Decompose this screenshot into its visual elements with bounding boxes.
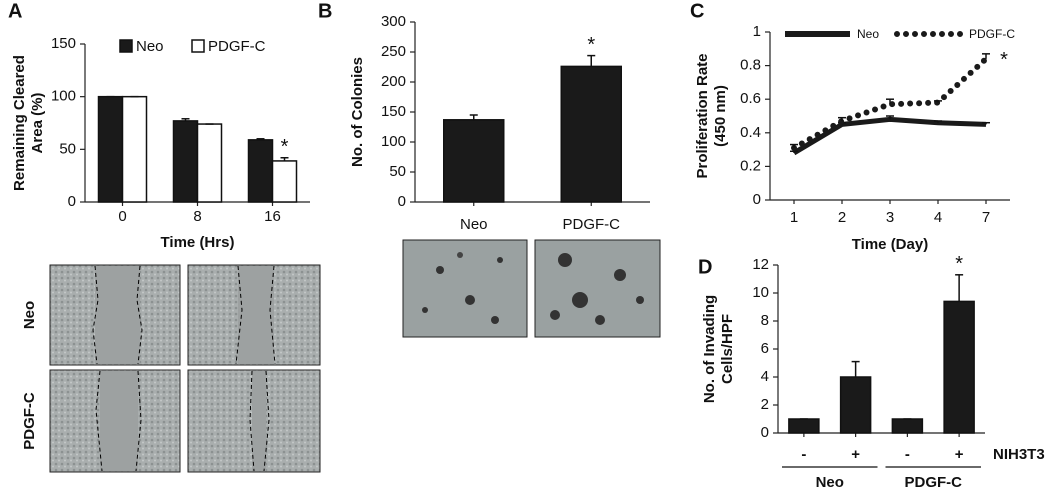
y-axis-label: (450 nm) — [712, 85, 729, 147]
bar — [97, 95, 124, 203]
x-tick-label: 1 — [790, 209, 798, 226]
y-tick-label: 0 — [398, 193, 406, 210]
y-tick-label: 0 — [753, 191, 761, 208]
bar — [788, 418, 820, 434]
bar — [172, 120, 199, 203]
legend-label: PDGF-C — [969, 27, 1015, 41]
y-tick-label: 4 — [761, 368, 769, 385]
legend-swatch — [119, 39, 133, 53]
y-tick-label: 50 — [389, 163, 406, 180]
y-tick-label: 2 — [761, 396, 769, 413]
y-tick-label: 0.2 — [740, 157, 761, 174]
legend-label: PDGF-C — [208, 38, 266, 55]
bar — [271, 160, 298, 203]
legend-label: Neo — [857, 27, 879, 41]
bar — [560, 65, 622, 203]
image-row-label: PDGF-C — [21, 392, 38, 450]
y-tick-label: 8 — [761, 312, 769, 329]
bar — [839, 376, 872, 434]
y-tick-label: 250 — [381, 43, 406, 60]
x-tick-label: 2 — [838, 209, 846, 226]
x-tick-label: - — [801, 446, 806, 463]
category-label: NIH3T3 — [993, 446, 1045, 463]
x-tick-label: PDGF-C — [563, 216, 621, 233]
y-tick-label: 0.4 — [740, 124, 761, 141]
panel-letter: D — [698, 256, 712, 278]
x-axis-label: Time (Day) — [852, 236, 928, 253]
panel-letter: C — [690, 0, 704, 22]
y-axis-label: Remaining Cleared — [11, 55, 28, 191]
legend-label: Neo — [136, 38, 164, 55]
y-tick-label: 0 — [761, 424, 769, 441]
group-label: Neo — [816, 474, 844, 491]
y-tick-label: 50 — [59, 140, 76, 157]
y-tick-label: 200 — [381, 73, 406, 90]
x-tick-label: - — [905, 446, 910, 463]
y-tick-label: 0.6 — [740, 90, 761, 107]
y-tick-label: 300 — [381, 13, 406, 30]
y-axis-label: Cells/HPF — [719, 314, 736, 384]
annotation: * — [955, 253, 963, 275]
y-tick-label: 0 — [68, 193, 76, 210]
y-tick-label: 6 — [761, 340, 769, 357]
bar — [891, 418, 924, 434]
y-tick-label: 150 — [51, 35, 76, 52]
x-tick-label: + — [955, 446, 964, 463]
y-axis-label: Area (%) — [29, 93, 46, 154]
wound-images — [49, 264, 321, 473]
y-tick-label: 100 — [381, 133, 406, 150]
x-axis-label: Time (Hrs) — [161, 234, 235, 251]
x-tick-label: Neo — [460, 216, 488, 233]
x-tick-label: 0 — [118, 208, 126, 225]
bar — [247, 139, 274, 203]
y-tick-label: 150 — [381, 103, 406, 120]
x-tick-label: 4 — [934, 209, 942, 226]
x-tick-label: 16 — [264, 208, 281, 225]
x-tick-label: 8 — [193, 208, 201, 225]
y-tick-label: 12 — [752, 256, 769, 273]
legend-swatch — [191, 39, 205, 53]
annotation: * — [1000, 49, 1008, 71]
annotation: * — [587, 34, 595, 56]
x-tick-label: 3 — [886, 209, 894, 226]
x-tick-label: 7 — [982, 209, 990, 226]
y-tick-label: 100 — [51, 88, 76, 105]
panel-letter: B — [318, 0, 332, 22]
colony-images — [402, 239, 661, 338]
bar — [196, 123, 223, 203]
bar — [443, 119, 505, 203]
bar — [943, 300, 975, 434]
image-row-label: Neo — [21, 301, 38, 329]
y-tick-label: 1 — [753, 23, 761, 40]
y-tick-label: 10 — [752, 284, 769, 301]
y-axis-label: No. of Colonies — [349, 57, 366, 167]
panel-letter: A — [8, 0, 22, 22]
x-tick-label: + — [851, 446, 860, 463]
y-axis-label: Proliferation Rate — [694, 53, 711, 178]
y-tick-label: 0.8 — [740, 57, 761, 74]
group-label: PDGF-C — [905, 474, 963, 491]
annotation: * — [281, 136, 289, 158]
line — [792, 116, 987, 156]
bar — [121, 95, 148, 203]
y-axis-label: No. of Invading — [701, 295, 718, 403]
